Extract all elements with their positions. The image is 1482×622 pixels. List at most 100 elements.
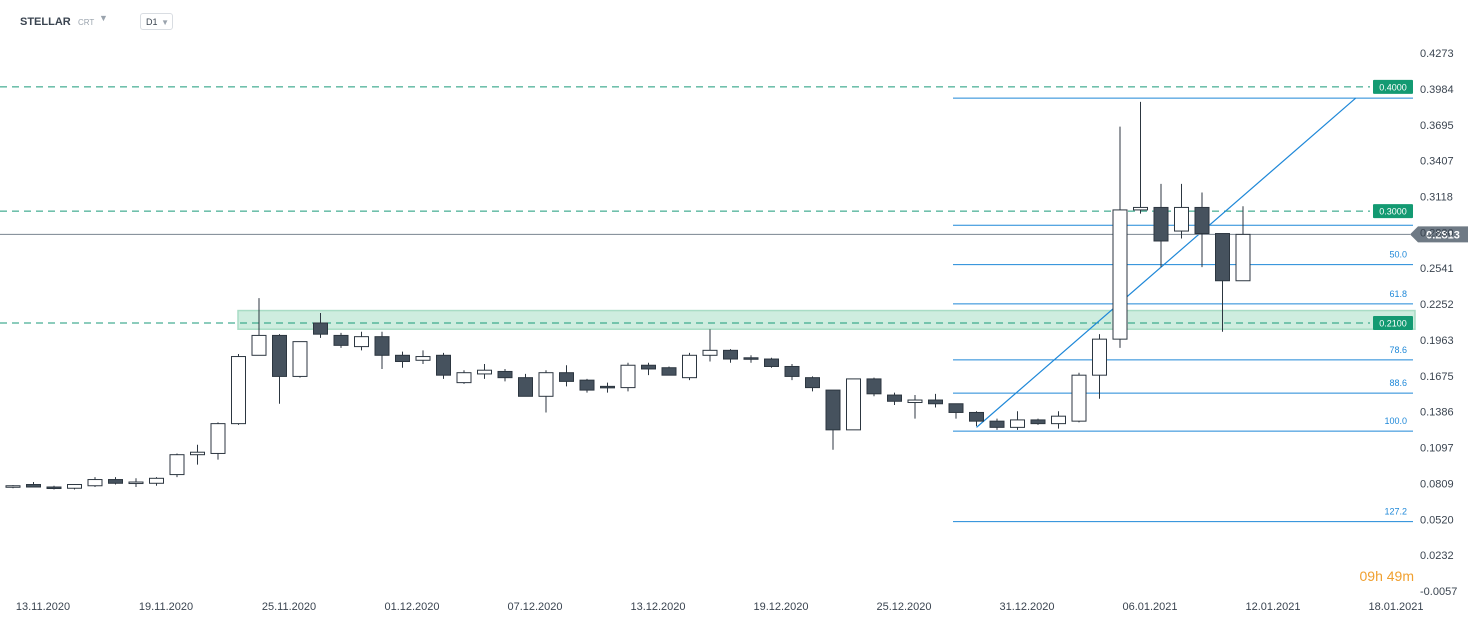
candle-body	[784, 365, 800, 377]
candle-body	[210, 423, 226, 454]
current-price-tag	[1410, 226, 1468, 243]
candle-body	[1235, 233, 1251, 282]
candle-countdown: 09h 49m	[1359, 568, 1414, 584]
candle-body	[354, 336, 369, 348]
fib-level-label: 88.6	[1389, 378, 1407, 388]
candle-body	[292, 341, 308, 377]
candle-body	[477, 369, 492, 375]
candle-body	[1133, 206, 1148, 211]
x-axis-tick-label: 13.12.2020	[630, 601, 685, 613]
y-axis-tick-label: 0.3984	[1420, 84, 1454, 96]
candle-body	[702, 349, 718, 356]
y-axis-tick-label: 0.0809	[1420, 478, 1454, 490]
candle-body	[169, 454, 185, 476]
countdown-hours-unit: h	[1375, 568, 1383, 584]
y-axis-tick-label: 0.3118	[1420, 192, 1453, 204]
y-axis-tick-label: 0.2541	[1420, 263, 1454, 275]
candle-body	[1215, 233, 1230, 282]
trendline	[976, 97, 1357, 428]
chart-toolbar: STELLAR CRT ▼ D1 ▼	[0, 0, 400, 40]
level-label: 0.3000	[1379, 207, 1407, 217]
fib-level-label: 61.8	[1389, 289, 1407, 299]
candle-body	[87, 479, 103, 487]
candle-body	[620, 364, 636, 389]
candle-body	[149, 477, 164, 484]
x-axis-tick-label: 31.12.2020	[999, 601, 1054, 613]
x-axis-tick-label: 07.12.2020	[507, 601, 562, 613]
fib-level-label: 50.0	[1389, 250, 1407, 260]
candle-body	[436, 354, 451, 376]
candle-body	[456, 372, 472, 384]
x-axis-tick-label: 25.11.2020	[262, 601, 316, 613]
candle-body	[5, 485, 21, 488]
fib-level-label: 78.6	[1389, 345, 1407, 355]
candle-body	[313, 322, 328, 335]
candle-body	[743, 357, 759, 360]
candle-body	[67, 484, 82, 489]
candle-body	[518, 377, 533, 397]
level-label: 0.2100	[1379, 318, 1407, 328]
x-axis-tick-label: 13.11.2020	[16, 601, 70, 613]
y-axis-tick-label: 0.0520	[1420, 514, 1454, 526]
candle-body	[374, 336, 390, 356]
x-axis-tick-label: 19.12.2020	[753, 601, 808, 613]
candle-body	[538, 372, 554, 397]
candle-body	[661, 367, 677, 376]
x-axis-tick-label: 25.12.2020	[876, 601, 931, 613]
y-axis-tick-label: 0.4273	[1420, 48, 1454, 60]
fib-level-label: 127.2	[1384, 507, 1407, 517]
candle-body	[825, 389, 841, 431]
candle-body	[497, 370, 513, 379]
x-axis-tick-label: 19.11.2020	[139, 601, 193, 613]
candle-body	[1153, 206, 1169, 242]
y-axis-tick-label: -0.0057	[1420, 586, 1457, 598]
current-price-label: 0.2813	[1426, 229, 1460, 241]
countdown-minutes-unit: m	[1402, 568, 1414, 584]
fib-level-label: 100.0	[1384, 416, 1407, 426]
timeframe-select[interactable]: D1 ▼	[140, 13, 173, 30]
candle-body	[600, 385, 615, 389]
candle-body	[1010, 419, 1025, 428]
y-axis-tick-label: 0.1675	[1420, 371, 1454, 383]
candle-body	[723, 349, 738, 360]
countdown-minutes: 49	[1386, 568, 1403, 584]
candle-body	[846, 378, 861, 431]
level-label: 0.4000	[1379, 82, 1407, 92]
candle-body	[989, 420, 1005, 428]
candle-body	[579, 379, 595, 391]
symbol-name: STELLAR	[20, 16, 71, 28]
candle-body	[1092, 338, 1107, 376]
candle-body	[969, 411, 984, 422]
candle-body	[764, 358, 779, 367]
candle-body	[866, 378, 882, 395]
candle-body	[333, 334, 349, 346]
candle-body	[907, 399, 923, 404]
y-axis-tick-label: 0.2830	[1420, 227, 1454, 239]
candle-body	[928, 399, 943, 405]
chevron-down-icon: ▼	[161, 18, 169, 27]
symbol-dropdown-icon[interactable]: ▼	[99, 13, 108, 23]
y-axis-tick-label: 0.2252	[1420, 299, 1454, 311]
y-axis-tick-label: 0.0232	[1420, 550, 1454, 562]
candle-body	[231, 356, 246, 425]
candle-body	[1112, 209, 1128, 340]
candle-body	[251, 334, 267, 356]
symbol-sub: CRT	[78, 18, 95, 27]
candle-body	[1194, 206, 1210, 235]
candle-body	[395, 354, 410, 363]
candle-body	[128, 481, 144, 485]
x-axis-tick-label: 12.01.2021	[1245, 601, 1300, 613]
candle-body	[46, 486, 62, 490]
candle-body	[805, 377, 820, 389]
candle-body	[190, 451, 205, 456]
candle-body	[415, 356, 431, 361]
countdown-hours: 09	[1359, 568, 1376, 584]
timeframe-value: D1	[146, 17, 158, 27]
candle-body	[682, 354, 697, 379]
candle-body	[26, 484, 41, 488]
x-axis-tick-label: 18.01.2021	[1368, 601, 1423, 613]
candle-body	[272, 334, 287, 377]
x-axis-tick-label: 06.01.2021	[1122, 601, 1177, 613]
candle-body	[1174, 206, 1189, 232]
